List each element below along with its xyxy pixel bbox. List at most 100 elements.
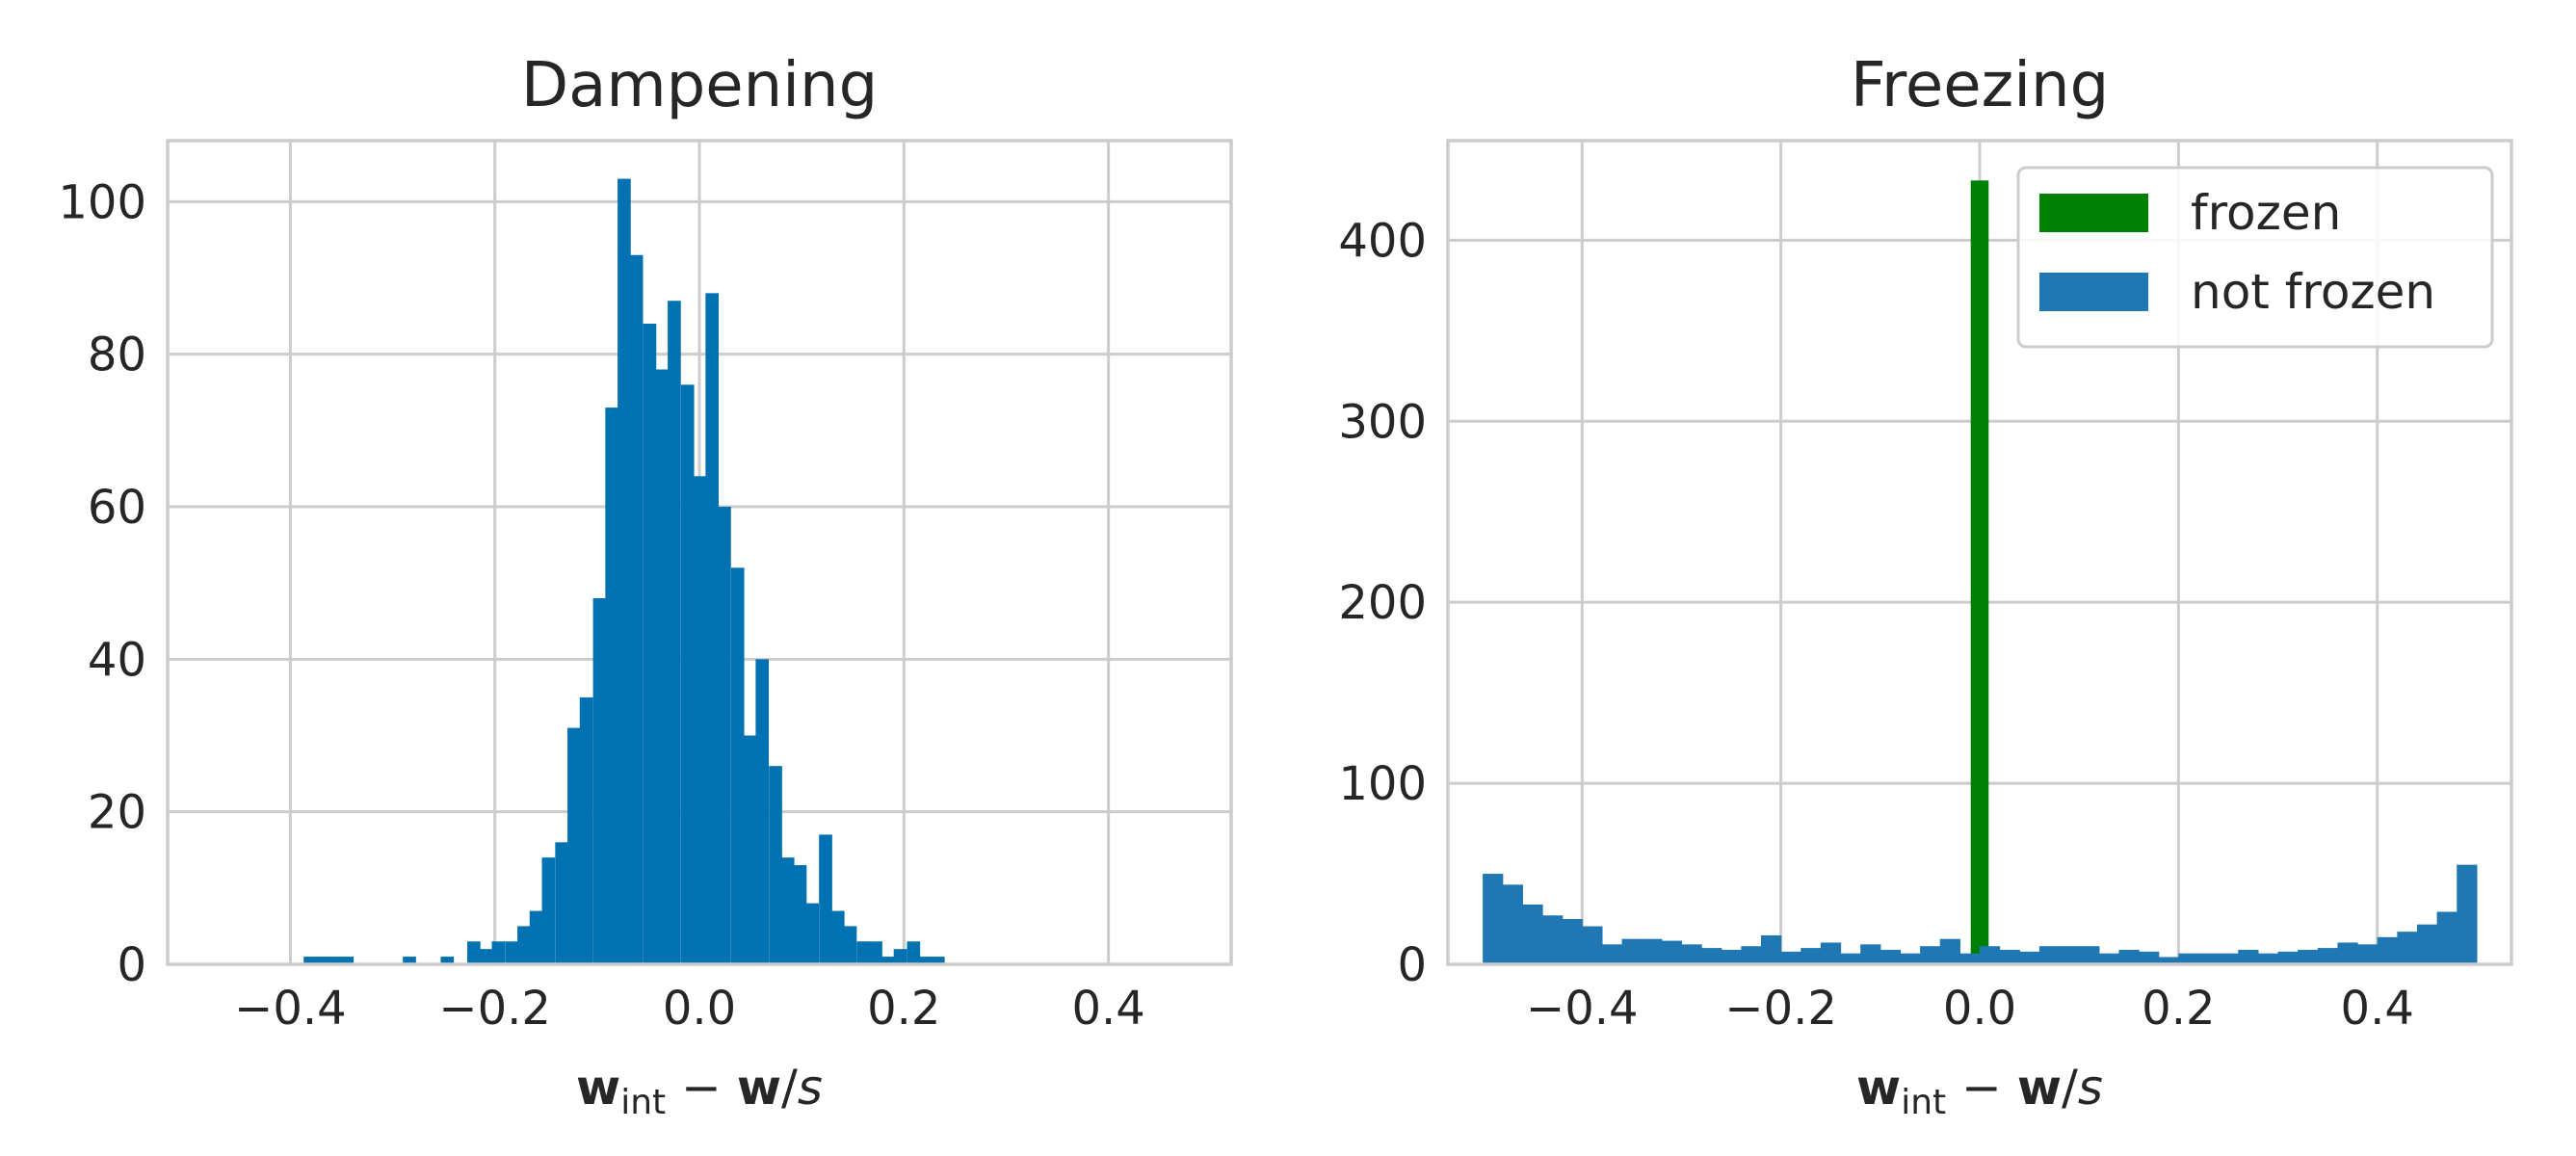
histogram-bar (668, 301, 681, 964)
histogram-bar (2238, 949, 2259, 964)
x-axis-label-rest: − (1946, 1060, 2017, 1116)
histogram-bar (479, 949, 493, 964)
histogram-bar (2436, 911, 2458, 964)
histogram-bar (1721, 949, 1742, 964)
histogram-bar (340, 957, 355, 964)
histogram-bar (1741, 946, 1762, 964)
x-axis-label-main: w (576, 1060, 620, 1116)
histogram-bar (769, 766, 782, 964)
histogram-bar (517, 926, 531, 964)
histogram-bar (2118, 949, 2140, 964)
histogram-bar (869, 941, 882, 964)
legend-swatch-frozen (2039, 194, 2148, 232)
y-tick-label: 400 (1338, 214, 1427, 268)
histogram-bar (2059, 946, 2080, 964)
histogram-bar (1980, 946, 2001, 964)
histogram-bar (592, 598, 607, 964)
histogram-bar (2277, 951, 2299, 964)
histogram-bar (2038, 946, 2061, 964)
series-frozen (1970, 180, 1989, 965)
histogram-bar (605, 407, 618, 964)
x-axis-label-tail: / (2062, 1060, 2078, 1116)
y-tick-label: 100 (58, 175, 146, 229)
histogram-bar (2298, 949, 2319, 964)
histogram-bar (618, 178, 631, 965)
histogram-bar (2416, 924, 2438, 964)
histogram-bar (505, 941, 518, 964)
histogram-bar (303, 957, 317, 964)
histogram-bar (2079, 946, 2100, 964)
histogram-bar (2357, 944, 2379, 964)
histogram-bar (2178, 953, 2199, 964)
x-axis-label-italic: s (2078, 1060, 2103, 1116)
histogram-bar (1642, 938, 1663, 964)
series-not-frozen (1483, 864, 2478, 964)
histogram-bar (403, 957, 416, 964)
histogram-bar (2019, 951, 2040, 964)
chart-panel-dampening: −0.4 −0.2 0.0 0.2 0.4020406080100Dampeningwi… (58, 50, 1233, 1122)
y-tick-label: 0 (1397, 938, 1427, 992)
histogram-bar (491, 941, 506, 964)
histogram-bar (1780, 951, 1801, 964)
histogram-bar (1999, 949, 2020, 964)
histogram-bar (1959, 953, 1981, 964)
histogram-bar (919, 957, 933, 964)
x-tick-label: 0.2 (2142, 982, 2215, 1036)
histogram-bar (743, 735, 757, 964)
y-tick-label: 0 (117, 938, 146, 992)
x-axis-label-italic: s (798, 1060, 823, 1116)
y-tick-label: 200 (1338, 576, 1427, 630)
histogram-bar (1879, 949, 1902, 964)
histogram-bar (541, 857, 556, 964)
histogram-bar (2098, 953, 2120, 964)
y-tick-label: 40 (88, 633, 146, 687)
histogram-bar (1939, 938, 1960, 964)
histogram-bar (1621, 938, 1643, 964)
x-axis-label-bold2: w (737, 1060, 781, 1116)
histogram-bar (780, 857, 795, 964)
histogram-bar (1601, 944, 1623, 964)
histogram-bar (843, 926, 857, 964)
histogram-bar (315, 957, 329, 964)
histogram-bar (718, 507, 731, 964)
chart-title: Freezing (1851, 50, 2109, 121)
y-tick-label: 80 (88, 328, 146, 382)
histogram-bar (2397, 932, 2418, 964)
histogram-bar (1801, 948, 1822, 964)
histogram-bar (1920, 946, 1941, 964)
histogram-bar (755, 659, 770, 964)
histogram-bar (856, 941, 871, 964)
histogram-bar (643, 324, 657, 964)
histogram-bar (467, 941, 481, 964)
x-tick-label: 0.0 (663, 982, 736, 1036)
y-tick-label: 60 (88, 481, 146, 535)
x-tick-label: 0.2 (867, 982, 940, 1036)
histogram-bar (1681, 944, 1702, 964)
histogram-bar (440, 957, 455, 964)
plot-frame (166, 139, 1233, 966)
histogram-bar (1820, 942, 1842, 964)
histogram-bar (730, 567, 745, 964)
histogram-bar (655, 369, 670, 964)
chart-panel-freezing: −0.4 −0.2 0.0 0.2 0.40100200300400Freezingwi… (1338, 50, 2513, 1122)
histogram-bar (555, 842, 568, 964)
histogram-bar (931, 957, 945, 964)
histogram-bar (1900, 953, 1921, 964)
histogram-bar (2158, 957, 2179, 964)
x-tick-label: −0.2 (438, 982, 551, 1036)
histogram-bar (2317, 948, 2339, 964)
histogram-bar (1582, 926, 1603, 964)
y-tick-label: 300 (1338, 395, 1427, 449)
x-tick-label: 0.4 (1071, 982, 1144, 1036)
legend-label-frozen: frozen (2191, 185, 2341, 241)
legend-swatch-not-frozen (2039, 273, 2148, 311)
histogram-bar (881, 957, 895, 964)
x-axis-label: wint − w/s (576, 1060, 823, 1122)
histogram-bar (1840, 953, 1861, 964)
x-tick-label: 0.0 (1943, 982, 2016, 1036)
y-tick-label: 100 (1338, 757, 1427, 811)
histogram-bar (705, 293, 720, 964)
histogram-bar (1860, 944, 1881, 964)
histogram-bar (1970, 180, 1989, 965)
